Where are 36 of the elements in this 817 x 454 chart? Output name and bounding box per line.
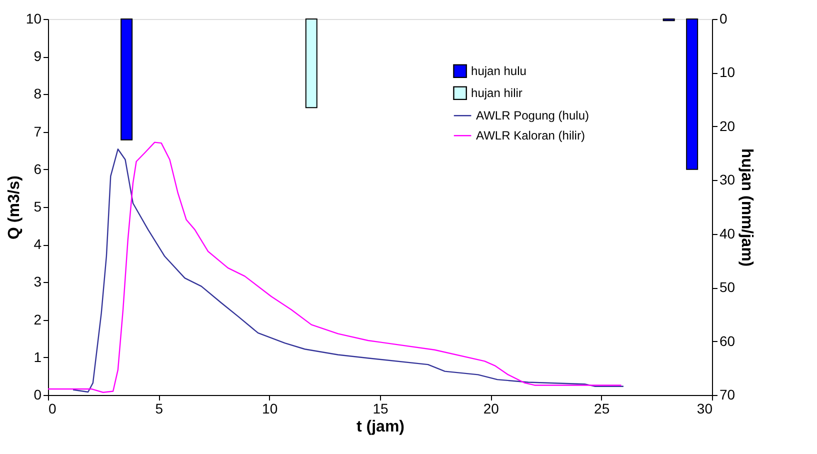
y-tick-label: 0 (34, 386, 42, 402)
y-tick-label: 4 (34, 236, 42, 252)
x-tick-label: 20 (483, 400, 500, 416)
legend-label: hujan hulu (471, 64, 526, 78)
x-tick-label: 5 (155, 400, 164, 416)
y2-tick-label: 40 (720, 225, 736, 242)
bar (305, 18, 318, 108)
x-tick-label: 15 (372, 400, 388, 416)
y2-tick-label: 60 (720, 332, 736, 349)
y-tick-label: 2 (34, 311, 42, 328)
bar (120, 18, 133, 140)
y2-tick-label: 10 (720, 64, 736, 80)
y-tick-label: 6 (34, 160, 42, 177)
y2-tick-label: 0 (720, 10, 728, 26)
y2-axis-title: hujan (mm/jam) (738, 148, 756, 267)
x-tick-label: 25 (594, 400, 610, 416)
y-tick-label: 7 (34, 123, 42, 140)
y2-tick-label: 20 (720, 118, 736, 134)
bar (686, 18, 698, 170)
y-axis-title: Q (m3/s) (6, 175, 23, 240)
y2-tick-label: 50 (720, 279, 736, 296)
y-tick-label: 9 (34, 48, 42, 64)
legend-label: AWLR Kaloran (hilir) (476, 128, 585, 143)
y2-tick-label: 70 (720, 386, 736, 402)
y-tick-label: 8 (34, 86, 42, 102)
y-tick-label: 10 (26, 10, 42, 26)
legend-label: hujan hilir (471, 86, 522, 100)
y-tick-label: 3 (34, 274, 42, 290)
x-axis-title: t (jam) (356, 418, 404, 436)
x-tick-label: 0 (48, 400, 56, 416)
x-tick-label: 30 (696, 400, 713, 416)
y-tick-label: 1 (34, 348, 42, 365)
y2-tick-label: 30 (720, 172, 736, 188)
x-tick-label: 10 (262, 400, 278, 416)
y-tick-label: 5 (34, 198, 42, 214)
legend-label: AWLR Pogung (hulu) (476, 108, 589, 123)
